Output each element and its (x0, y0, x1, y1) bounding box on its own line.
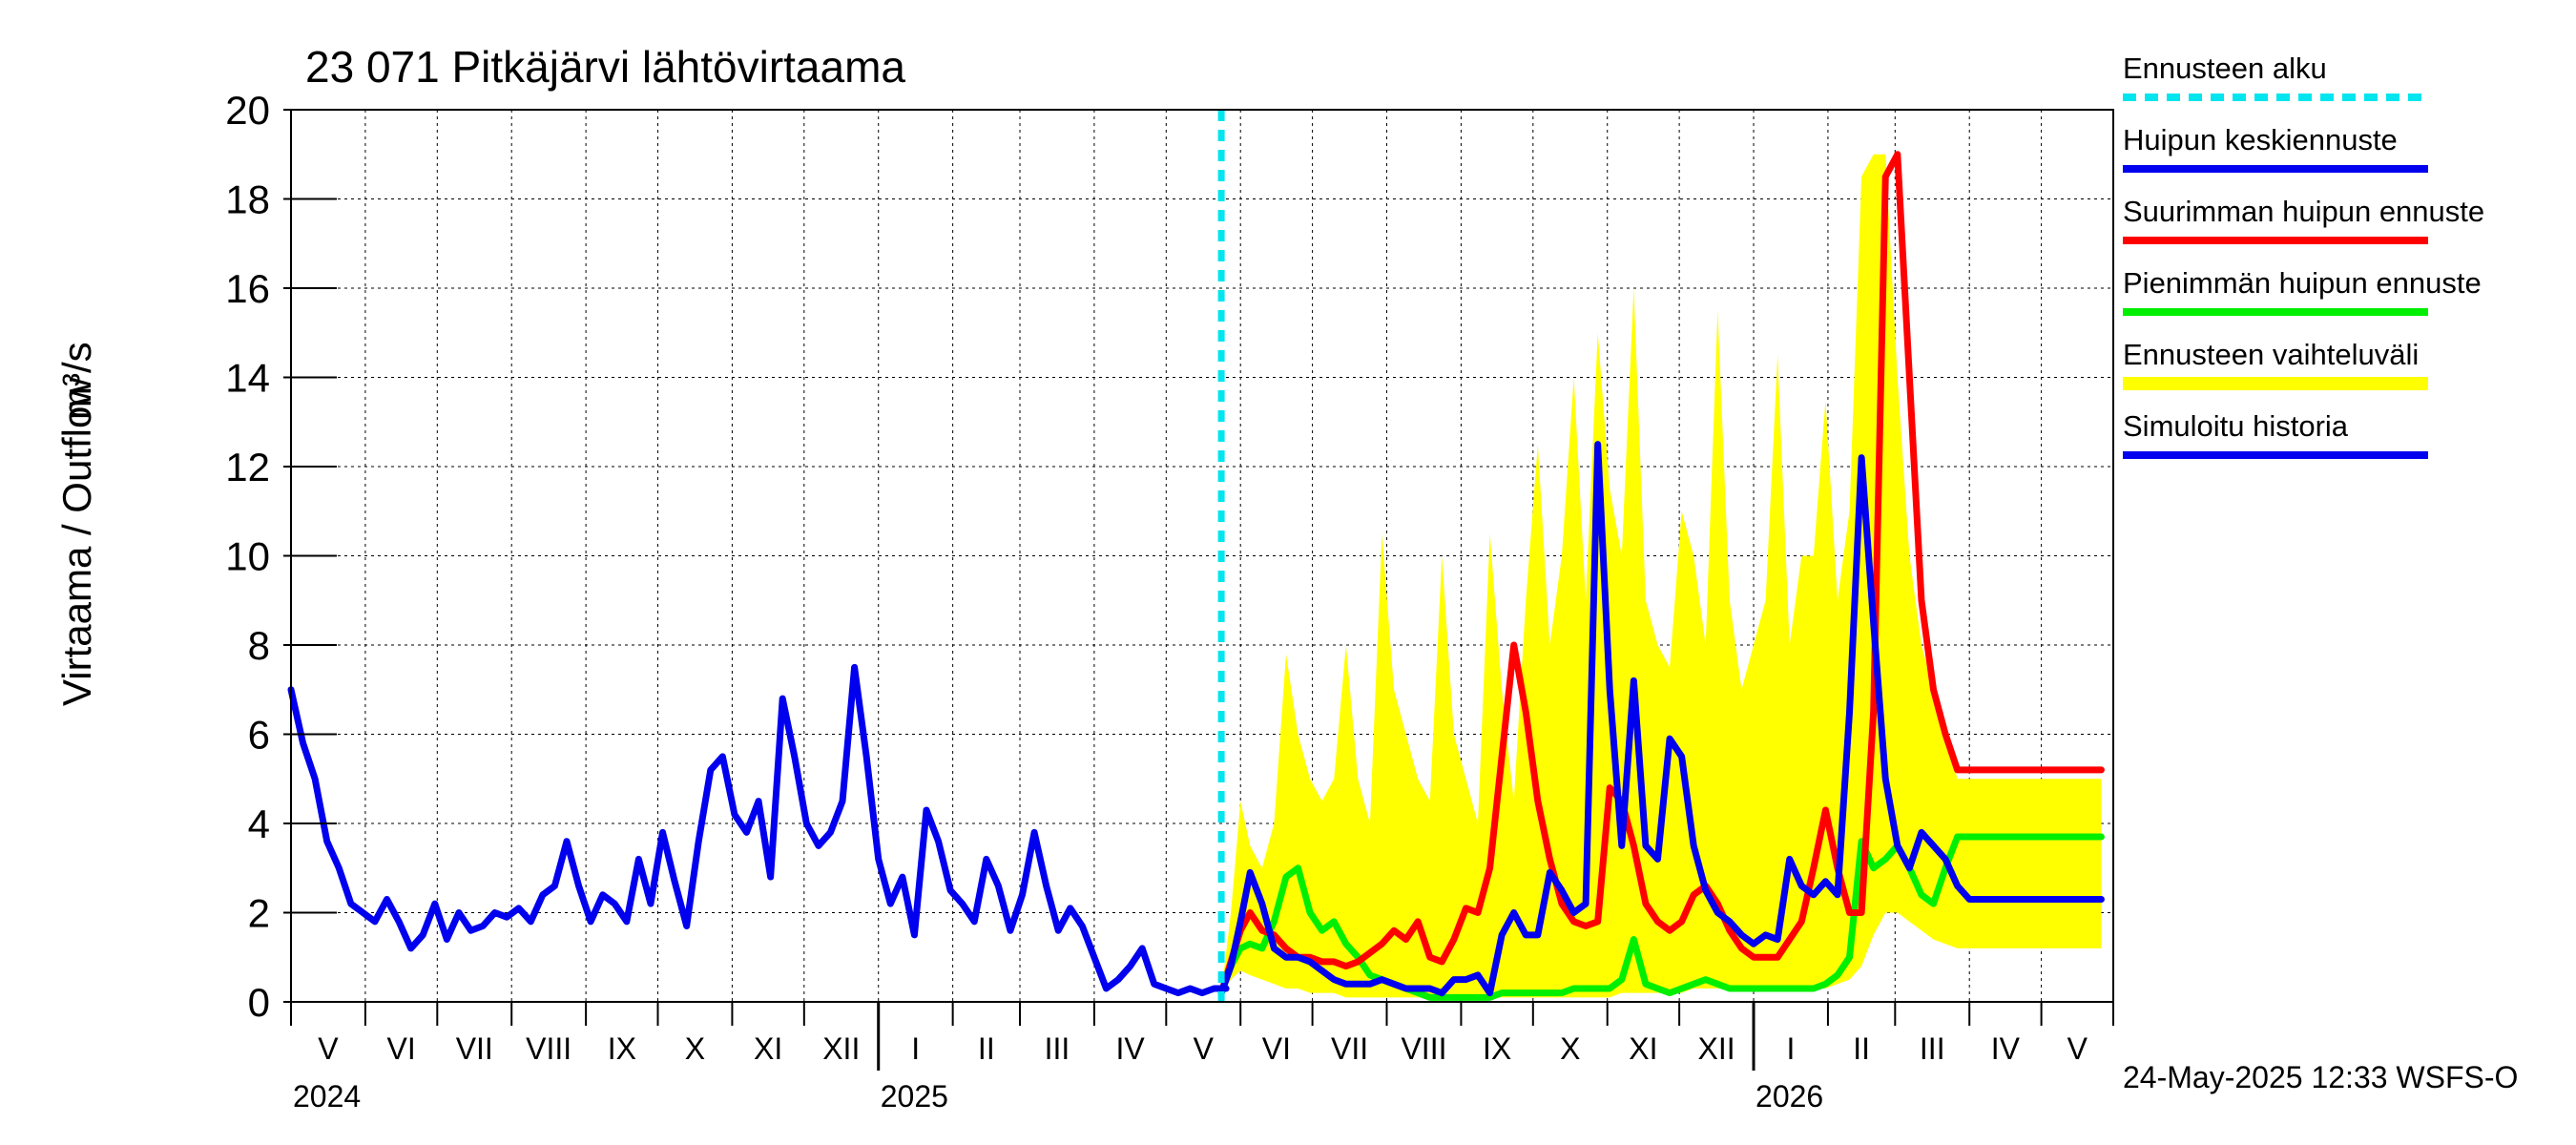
y-tick-label: 18 (225, 177, 270, 222)
month-label: II (978, 1031, 995, 1066)
month-label: VI (1262, 1031, 1291, 1066)
month-label: I (1787, 1031, 1796, 1066)
month-label: VII (456, 1031, 493, 1066)
y-tick-label: 6 (248, 713, 270, 758)
y-tick-label: 12 (225, 445, 270, 489)
month-label: XI (754, 1031, 782, 1066)
year-label: 2025 (881, 1079, 948, 1114)
month-label: IX (1483, 1031, 1511, 1066)
month-label: XI (1629, 1031, 1657, 1066)
y-tick-label: 10 (225, 534, 270, 579)
legend-label: Pienimmän huipun ennuste (2123, 266, 2482, 300)
legend: Ennusteen alku Huipun keskiennuste Suurimm… (2123, 52, 2484, 459)
month-label: XII (822, 1031, 860, 1066)
y-tick-label: 8 (248, 623, 270, 668)
month-label: IV (1991, 1031, 2021, 1066)
series-line-suurimman-huipun-ennuste (1217, 151, 2105, 997)
month-label: XII (1698, 1031, 1735, 1066)
y-axis-label: Virtaama / Outflow (54, 377, 99, 706)
legend-label: Ennusteen alku (2123, 52, 2327, 85)
legend-label: Suurimman huipun ennuste (2123, 195, 2484, 228)
month-label: III (1920, 1031, 1945, 1066)
month-label: III (1045, 1031, 1070, 1066)
month-label: VIII (1401, 1031, 1446, 1066)
month-label: V (1194, 1031, 1215, 1066)
month-label: V (2067, 1031, 2088, 1066)
y-tick-label: 4 (248, 802, 270, 846)
month-label: I (911, 1031, 920, 1066)
y-tick-label: 0 (248, 980, 270, 1025)
series-line-huipun-keskiennuste (1217, 441, 2105, 997)
month-label: VIII (526, 1031, 571, 1066)
y-tick-label: 2 (248, 891, 270, 936)
month-label: X (1560, 1031, 1580, 1066)
y-axis-unit: m³/s (54, 342, 99, 420)
legend-label: Ennusteen vaihteluväli (2123, 338, 2419, 371)
month-label: VI (386, 1031, 415, 1066)
month-label: IX (608, 1031, 636, 1066)
y-tick-label: 20 (225, 88, 270, 133)
y-axis-ticks: 0 2 4 6 8 10 12 14 16 18 20 (225, 88, 337, 1025)
year-label: 2026 (1755, 1079, 1823, 1114)
month-label: X (685, 1031, 705, 1066)
y-tick-label: 16 (225, 266, 270, 311)
year-label: 2024 (293, 1079, 361, 1114)
month-label: VII (1331, 1031, 1368, 1066)
series-line-simuloitu-historia (287, 663, 1230, 997)
footer-timestamp: 24-May-2025 12:33 WSFS-O (2123, 1060, 2518, 1094)
series-layer (287, 151, 2105, 1001)
month-label: IV (1115, 1031, 1145, 1066)
y-tick-label: 14 (225, 356, 270, 401)
series-line-pienimm-n-huipun-ennuste (1217, 833, 2105, 1001)
x-axis-months: V VI VII VIII IX X XI XII I II III IV V VI VII VIII IX X X… (290, 1002, 2114, 1114)
legend-label: Huipun keskiennuste (2123, 123, 2398, 156)
chart-title: 23 071 Pitkäjärvi lähtövirtaama (305, 42, 905, 92)
month-label: V (318, 1031, 339, 1066)
legend-label: Simuloitu historia (2123, 409, 2349, 443)
month-label: II (1853, 1031, 1870, 1066)
